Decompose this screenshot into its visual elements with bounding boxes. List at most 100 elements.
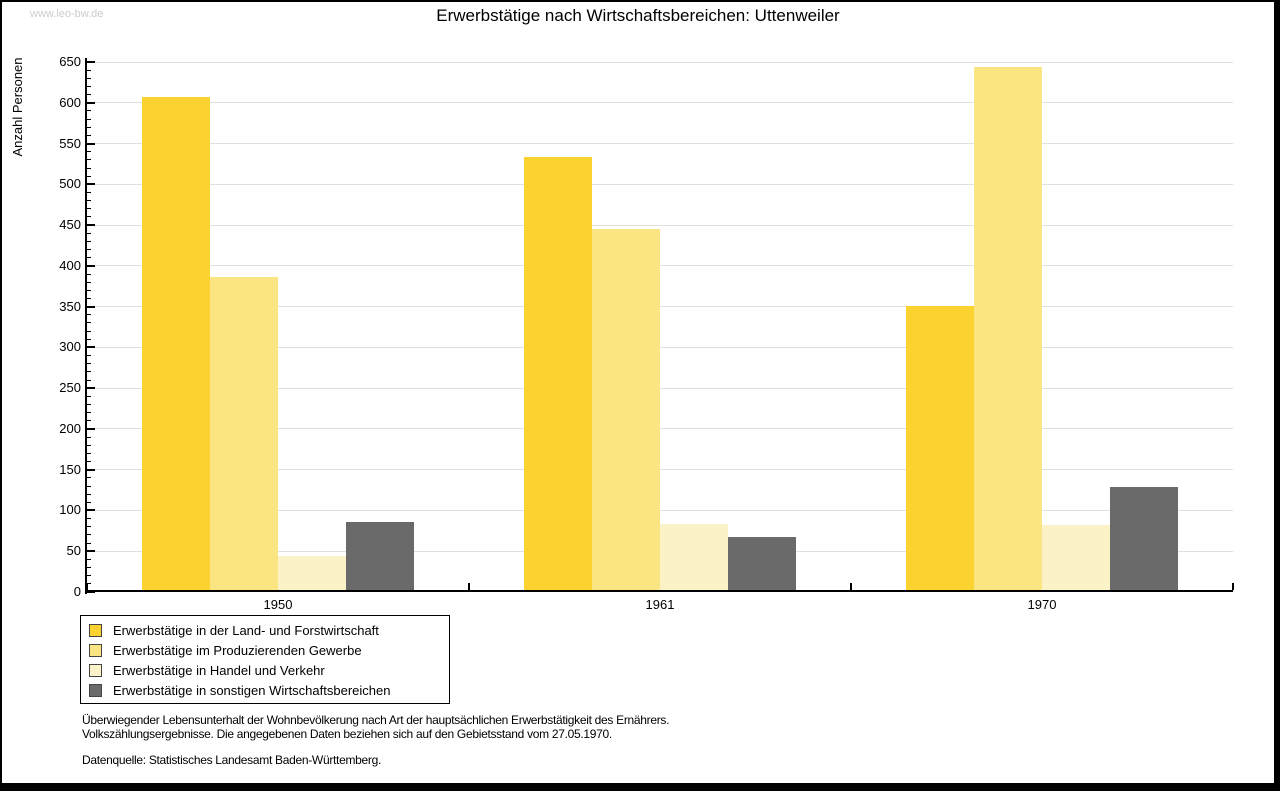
y-tick-minor: [87, 534, 91, 536]
y-tick-minor: [87, 126, 91, 128]
y-tick-major: [87, 427, 95, 430]
y-tick-label: 350: [59, 298, 81, 314]
y-tick-minor: [87, 501, 91, 503]
y-tick-major: [87, 387, 95, 390]
y-tick-minor: [87, 542, 91, 544]
y-tick-minor: [87, 379, 91, 381]
bar-1970-series2: [974, 66, 1042, 592]
legend-item: Erwerbstätige in der Land- und Forstwirt…: [89, 620, 449, 640]
y-tick-minor: [87, 159, 91, 161]
y-tick-minor: [87, 338, 91, 340]
y-tick-minor: [87, 420, 91, 422]
bar-1970-series4: [1110, 486, 1178, 592]
legend: Erwerbstätige in der Land- und Forstwirt…: [80, 615, 450, 704]
y-tick-minor: [87, 355, 91, 357]
legend-label: Erwerbstätige in Handel und Verkehr: [113, 662, 325, 678]
y-tick-minor: [87, 281, 91, 283]
y-tick-minor: [87, 110, 91, 112]
bar-1961-series3: [660, 523, 728, 592]
y-tick-major: [87, 183, 95, 186]
y-tick-label: 200: [59, 420, 81, 436]
y-tick-major: [87, 591, 95, 593]
legend-swatch-series3: [89, 663, 102, 677]
gridline-100: [87, 509, 1233, 511]
y-tick-minor: [87, 485, 91, 487]
y-tick-minor: [87, 85, 91, 87]
y-tick-minor: [87, 167, 91, 169]
y-tick-minor: [87, 558, 91, 560]
y-tick-minor: [87, 257, 91, 259]
x-tick: [850, 583, 852, 590]
gridline-550: [87, 143, 1233, 145]
bar-1950-series3: [278, 556, 346, 592]
y-tick-minor: [87, 232, 91, 234]
y-tick-label: 500: [59, 176, 81, 192]
y-tick-minor: [87, 526, 91, 528]
footer-line2: Volkszählungsergebnisse. Die angegebenen…: [82, 726, 612, 741]
y-tick-minor: [87, 200, 91, 202]
gridline-150: [87, 469, 1233, 471]
y-tick-minor: [87, 477, 91, 479]
legend-swatch-series4: [89, 683, 102, 697]
y-tick-label: 0: [73, 584, 81, 599]
x-axis-line: [85, 590, 1233, 592]
y-tick-minor: [87, 575, 91, 577]
y-tick-minor: [87, 567, 91, 569]
x-axis-label: 1961: [645, 597, 675, 612]
y-tick-label: 450: [59, 217, 81, 233]
y-tick-minor: [87, 583, 91, 585]
y-tick-major: [87, 142, 95, 145]
y-tick-label: 600: [59, 94, 81, 110]
bar-1961-series4: [728, 537, 796, 592]
footer: Überwiegender Lebensunterhalt der Wohnbe…: [82, 713, 670, 768]
y-tick-minor: [87, 77, 91, 79]
legend-label: Erwerbstätige im Produzierenden Gewerbe: [113, 642, 362, 658]
y-tick-major: [87, 101, 95, 104]
y-tick-minor: [87, 330, 91, 332]
bar-1950-series2: [210, 277, 278, 592]
x-tick: [468, 583, 470, 590]
y-tick-minor: [87, 403, 91, 405]
legend-item: Erwerbstätige in Handel und Verkehr: [89, 660, 449, 680]
legend-items: Erwerbstätige in der Land- und Forstwirt…: [89, 620, 449, 700]
bar-1950-series1: [142, 97, 210, 592]
y-tick-minor: [87, 444, 91, 446]
y-axis-labels: 0 50 100 150 200 250 300 350 400 450 500 550 600 650: [2, 54, 81, 599]
plot-area: [85, 58, 1234, 594]
y-tick-label: 100: [59, 502, 81, 518]
bar-1970-series1: [906, 305, 974, 592]
legend-label: Erwerbstätige in sonstigen Wirtschaftsbe…: [113, 682, 391, 698]
y-tick-label: 150: [59, 461, 81, 477]
gridline-200: [87, 428, 1233, 430]
footer-line1: Überwiegender Lebensunterhalt der Wohnbe…: [82, 713, 670, 727]
legend-swatch-series1: [89, 623, 102, 637]
y-tick-label: 250: [59, 380, 81, 396]
gridline-350: [87, 306, 1233, 308]
y-tick-minor: [87, 436, 91, 438]
y-tick-minor: [87, 216, 91, 218]
y-tick-minor: [87, 273, 91, 275]
y-tick-minor: [87, 412, 91, 414]
y-tick-major: [87, 550, 95, 553]
bar-1961-series2: [592, 229, 660, 592]
y-tick-label: 550: [59, 135, 81, 151]
gridline-300: [87, 346, 1233, 348]
y-tick-minor: [87, 175, 91, 177]
y-tick-minor: [87, 461, 91, 463]
y-tick-minor: [87, 297, 91, 299]
x-axis-label: 1970: [1027, 597, 1057, 612]
y-tick-major: [87, 224, 95, 227]
y-tick-major: [87, 264, 95, 267]
y-tick-minor: [87, 134, 91, 136]
y-tick-minor: [87, 191, 91, 193]
bar-1961-series1: [524, 157, 592, 592]
y-tick-minor: [87, 151, 91, 153]
chart-title: Erwerbstätige nach Wirtschaftsbereichen:…: [436, 6, 840, 25]
y-tick-minor: [87, 69, 91, 71]
y-tick-minor: [87, 94, 91, 96]
gridline-500: [87, 183, 1233, 185]
legend-item: Erwerbstätige im Produzierenden Gewerbe: [89, 640, 449, 660]
y-axis-line: [85, 58, 87, 594]
x-axis-label: 1950: [263, 597, 293, 612]
y-tick-minor: [87, 452, 91, 454]
